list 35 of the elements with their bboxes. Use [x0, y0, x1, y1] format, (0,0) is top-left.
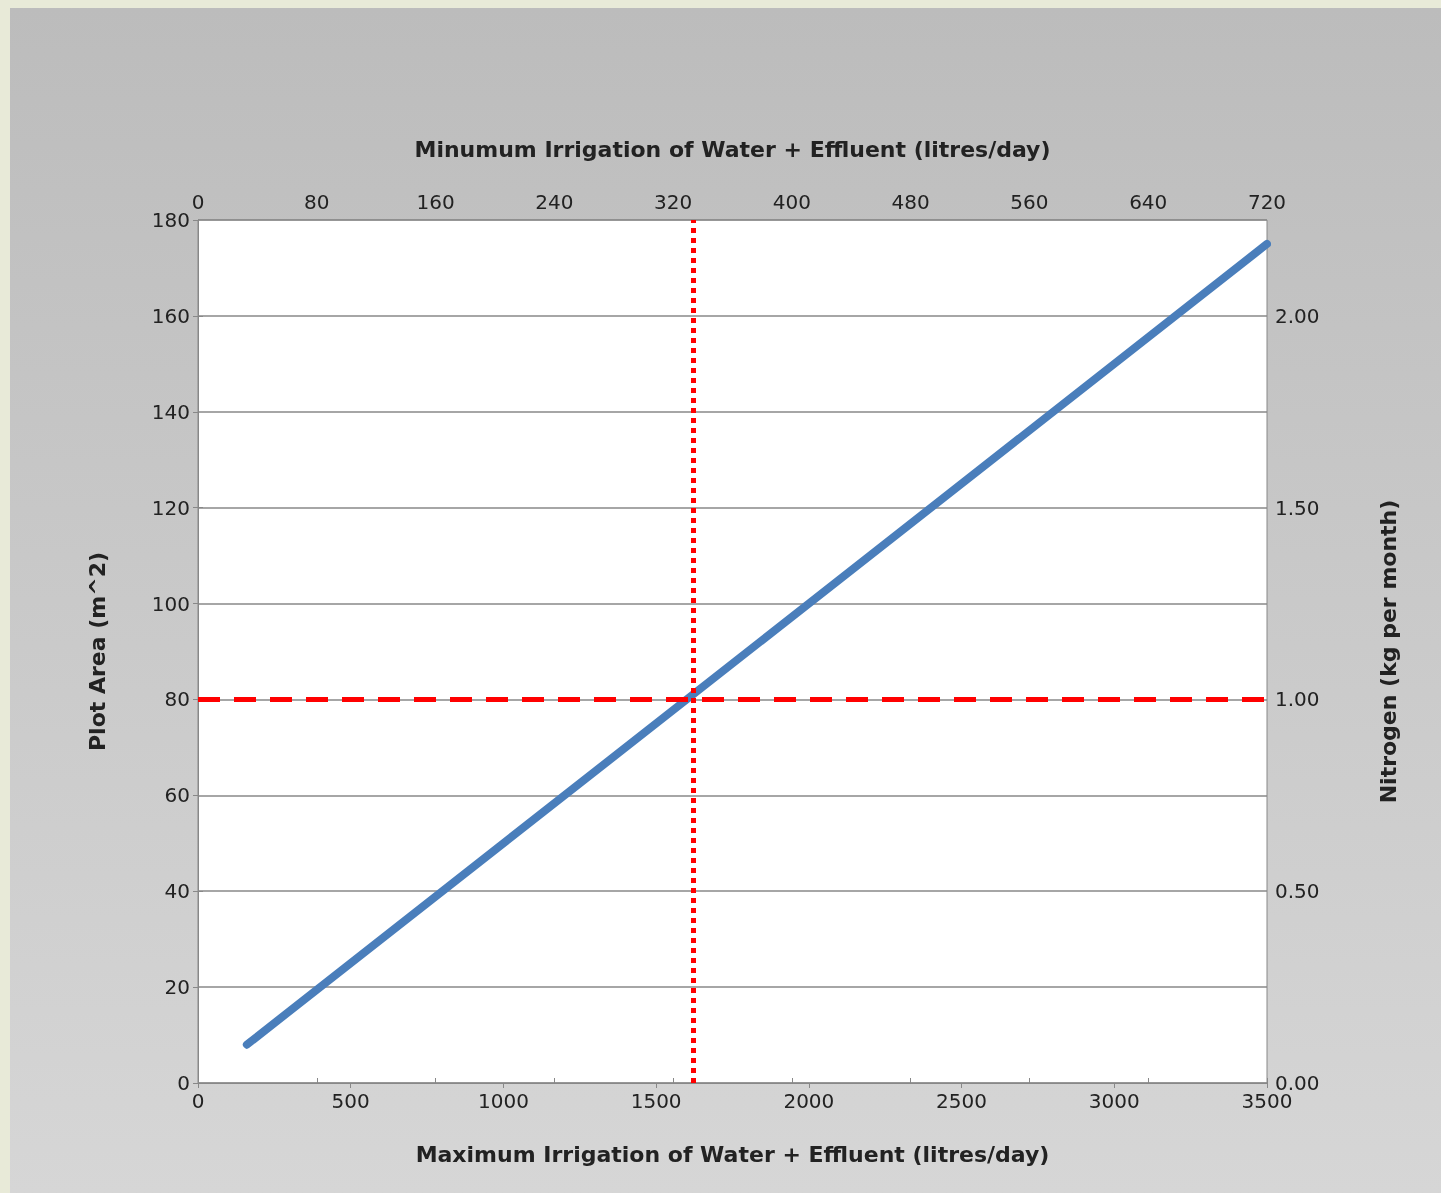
x-axis-title: Maximum Irrigation of Water + Effluent (litres/day) [415, 1141, 1050, 1167]
y2-tick-label: 1.00 [1275, 687, 1320, 712]
y2-tick-label: 0.50 [1275, 879, 1320, 904]
y-axis-title: Plot Area (m^2) [84, 551, 110, 752]
x2-axis-title: Minumum Irrigation of Water + Effluent (litres/day) [414, 136, 1051, 162]
y2-axis-title: Nitrogen (kg per month) [1375, 499, 1401, 804]
x-tick-label: 2500 [936, 1089, 988, 1113]
x-tick-label: 3000 [1088, 1089, 1140, 1113]
y-tick-label: 180 [151, 208, 190, 232]
x2-tick-label: 720 [1247, 190, 1287, 214]
y-tick-label: 80 [164, 687, 190, 712]
x-tick-label: 2000 [783, 1089, 835, 1113]
y2-tick-label: 1.50 [1275, 495, 1320, 520]
x-tick-label: 0 [191, 1089, 205, 1113]
x-tick-label: 500 [331, 1089, 370, 1113]
y2-tick-label: 2.00 [1275, 303, 1320, 328]
y-tick-label: 160 [151, 303, 190, 328]
y-tick-label: 100 [151, 591, 190, 616]
y-tick-label: 0 [177, 1071, 190, 1095]
x-tick-label: 1000 [477, 1089, 529, 1113]
x-tick-label: 1500 [630, 1089, 682, 1113]
x2-tick-label: 640 [1129, 190, 1168, 214]
x2-tick-label: 320 [654, 190, 693, 214]
x2-tick-label: 480 [891, 190, 930, 214]
x2-tick-label: 0 [191, 190, 205, 214]
y-tick-label: 40 [164, 879, 190, 904]
x2-tick-label: 160 [416, 190, 455, 214]
y-tick-label: 20 [164, 975, 190, 1000]
x2-tick-label: 400 [772, 190, 811, 214]
y-tick-label: 120 [151, 495, 190, 520]
x2-tick-label: 80 [304, 190, 330, 214]
x2-tick-label: 240 [535, 190, 574, 214]
x2-tick-label: 560 [1010, 190, 1049, 214]
y-tick-label: 140 [151, 399, 190, 424]
y-tick-label: 60 [164, 783, 190, 808]
